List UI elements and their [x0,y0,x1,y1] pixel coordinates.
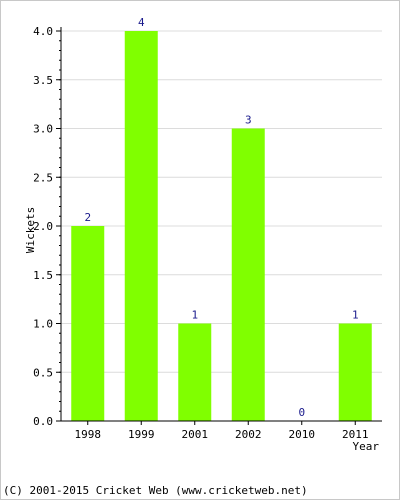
x-tick-label-1998: 1998 [75,428,102,441]
data-label-2011: 1 [352,309,359,322]
data-label-2002: 3 [245,114,252,127]
y-tick-label: 4.0 [33,25,53,38]
y-tick-label: 0.5 [33,366,53,379]
y-tick-label: 2.0 [33,220,53,233]
x-axis-title: Year [353,440,380,453]
data-label-1998: 2 [84,211,91,224]
y-tick-label: 3.5 [33,74,53,87]
bar-1998 [71,226,105,421]
bars [71,31,372,421]
x-tick-labels: 1998 1999 2001 2002 2010 2011 [75,421,369,441]
bar-2002 [231,128,265,421]
bar-2011 [338,323,372,421]
x-tick-label-2001: 2001 [182,428,209,441]
x-tick-label-2002: 2002 [235,428,262,441]
data-label-1999: 4 [138,16,145,29]
y-axis-title: Wickets [24,207,37,253]
data-label-2010: 0 [298,406,305,419]
y-tick-label: 1.5 [33,269,53,282]
x-tick-label-1999: 1999 [128,428,155,441]
grid-lines [56,30,382,422]
y-tick-label: 2.5 [33,171,53,184]
footer-credit: (C) 2001-2015 Cricket Web (www.cricketwe… [3,484,308,497]
x-tick-label-2011: 2011 [342,428,369,441]
bar-1999 [124,31,158,421]
x-tick-label-2010: 2010 [289,428,316,441]
y-tick-labels: 0.0 0.5 1.0 1.5 2.0 2.5 3.0 3.5 4.0 [33,25,53,428]
data-labels: 2 4 1 3 0 1 [84,16,358,419]
bar-2001 [178,323,212,421]
y-tick-label: 1.0 [33,318,53,331]
y-tick-label: 0.0 [33,415,53,428]
y-tick-label: 3.0 [33,123,53,136]
data-label-2001: 1 [191,309,198,322]
